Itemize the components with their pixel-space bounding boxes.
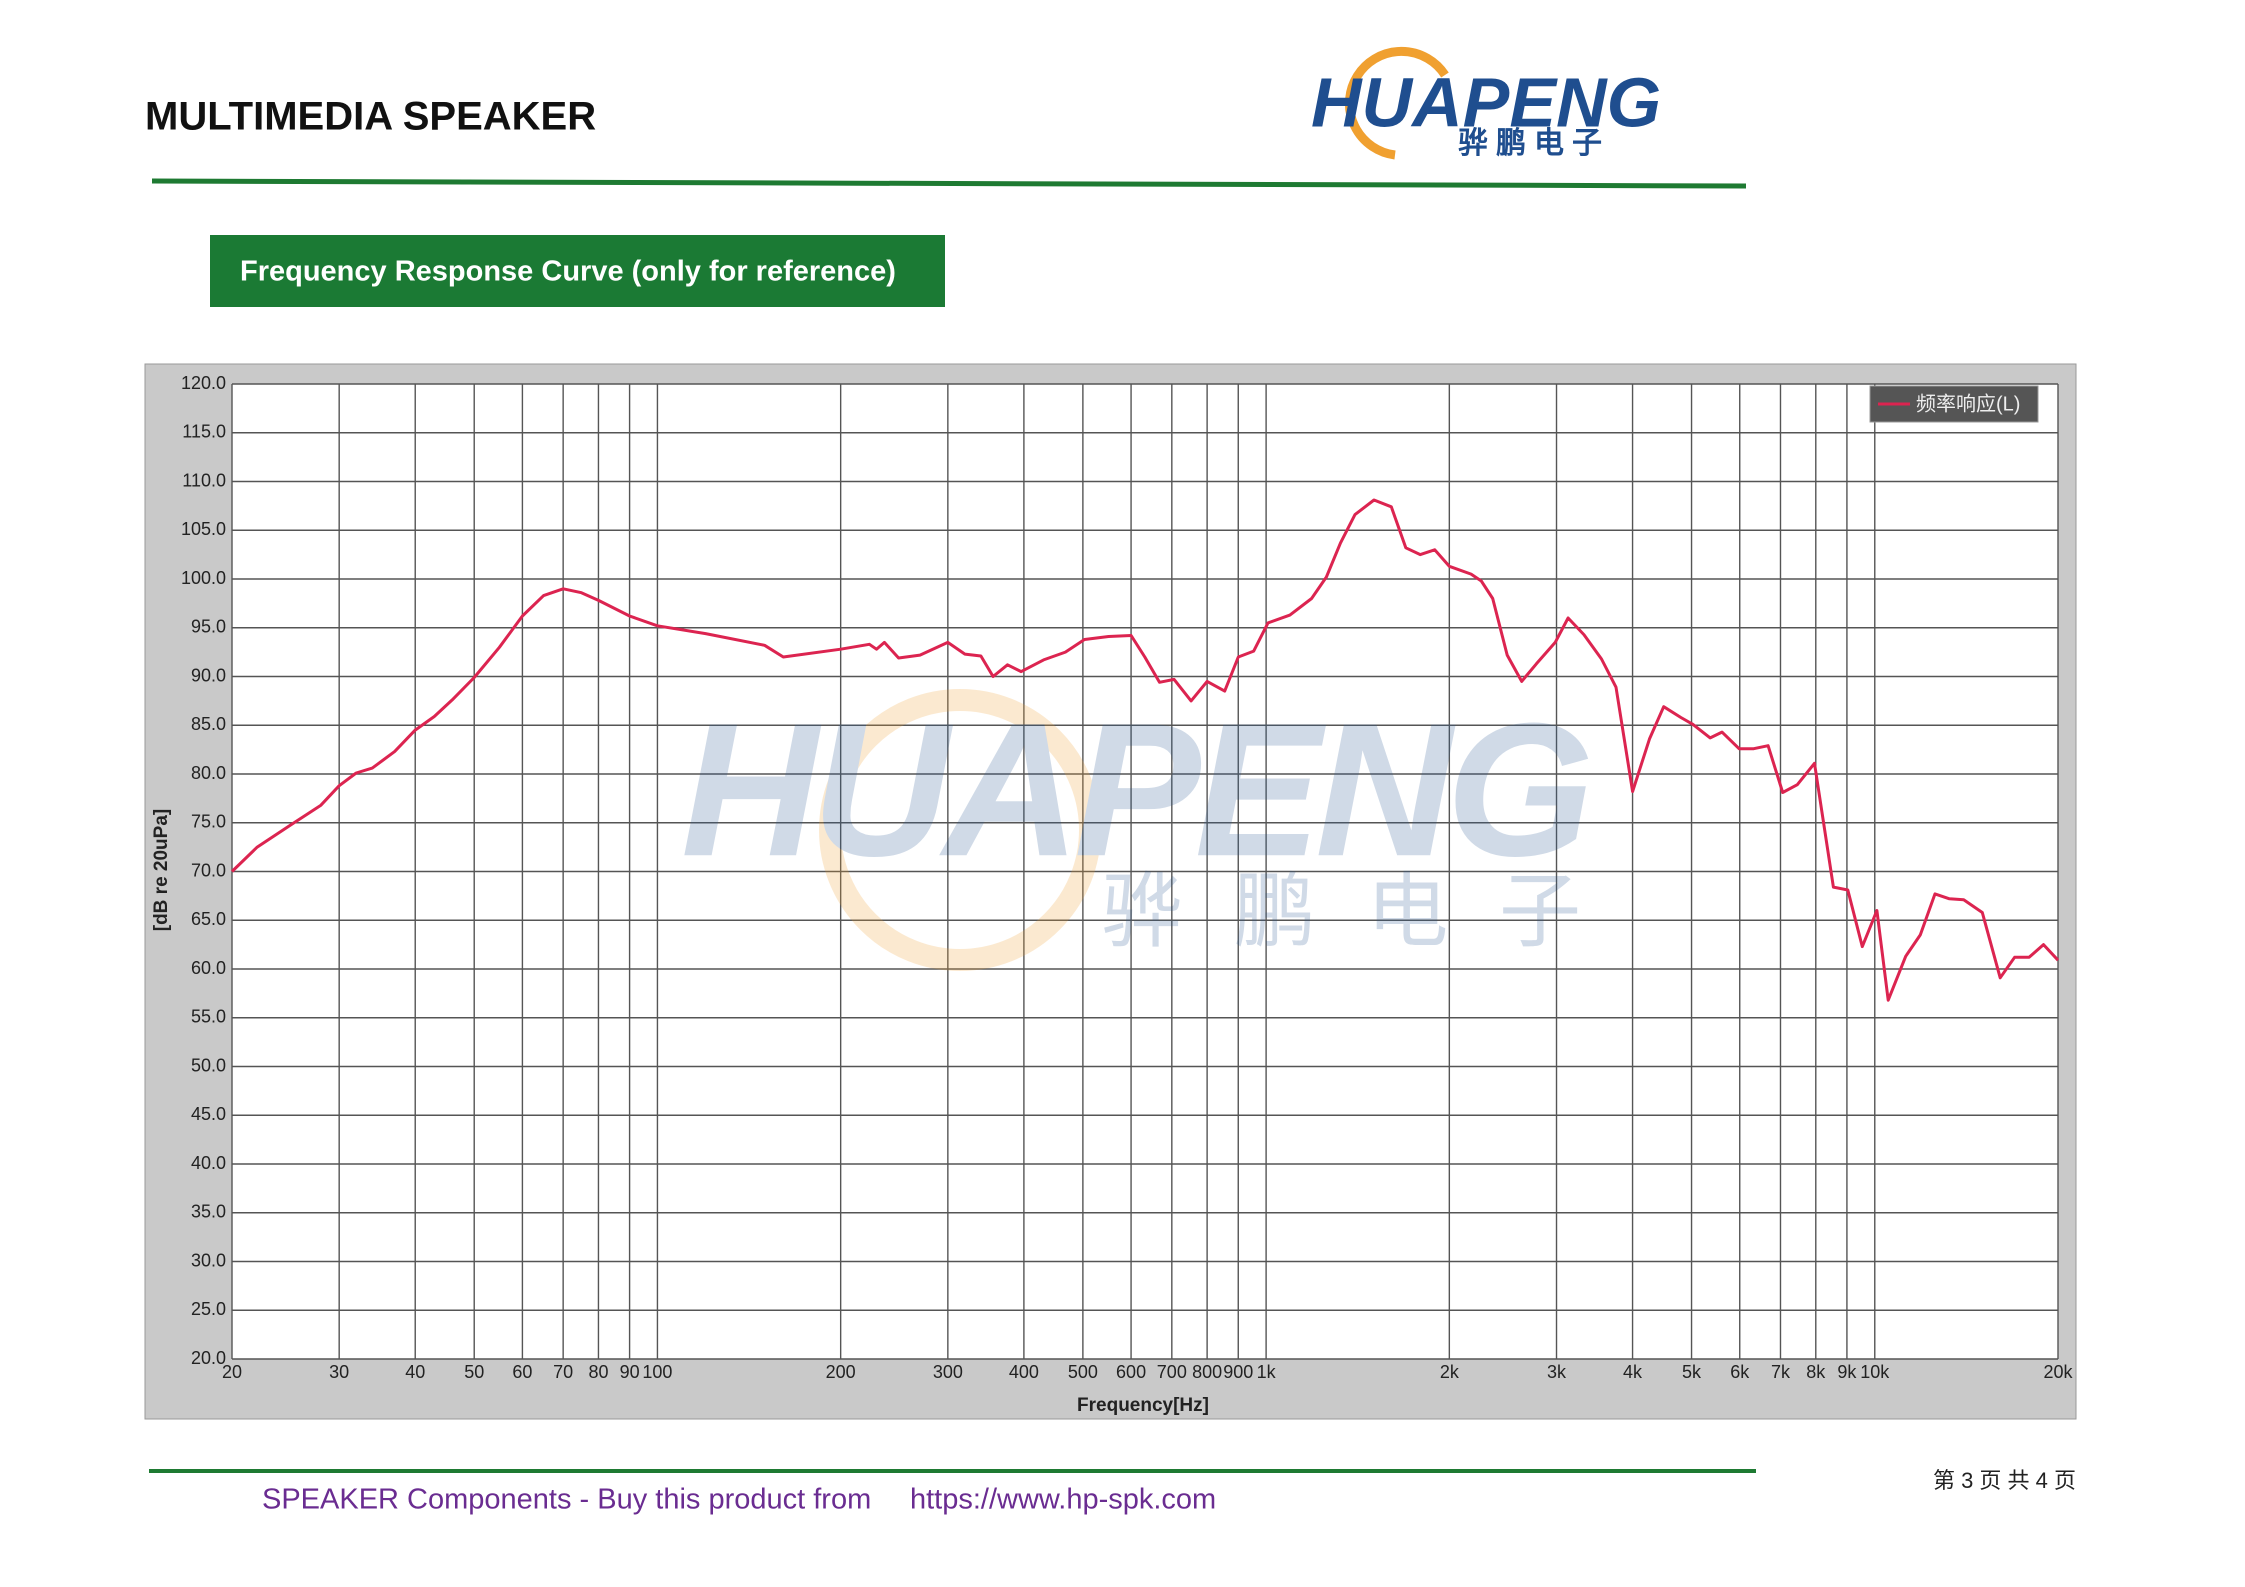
logo-arc xyxy=(1344,46,1449,160)
x-tick-label: 6k xyxy=(1730,1362,1750,1382)
y-tick-label: 120.0 xyxy=(181,373,226,393)
section-banner xyxy=(210,235,945,307)
x-tick-label: 500 xyxy=(1068,1362,1098,1382)
y-tick-label: 70.0 xyxy=(191,860,226,880)
legend: 频率响应(L) xyxy=(1869,385,2039,423)
x-tick-label: 5k xyxy=(1682,1362,1702,1382)
x-tick-label: 20 xyxy=(222,1362,242,1382)
watermark-arc xyxy=(819,689,1101,971)
x-tick-label: 900 xyxy=(1223,1362,1253,1382)
footer-link[interactable]: https://www.hp-spk.com xyxy=(910,1484,1216,1516)
x-tick-label: 200 xyxy=(826,1362,856,1382)
header-rule xyxy=(151,178,1747,189)
x-tick-label: 40 xyxy=(405,1362,425,1382)
x-tick-label: 60 xyxy=(512,1362,532,1382)
section-title: Frequency Response Curve (only for refer… xyxy=(240,256,896,288)
x-tick-label: 1k xyxy=(1257,1362,1277,1382)
y-tick-label: 35.0 xyxy=(191,1202,226,1222)
y-tick-label: 85.0 xyxy=(191,714,226,734)
x-tick-label: 70 xyxy=(553,1362,573,1382)
watermark-text: HUAPENG xyxy=(681,684,1594,896)
x-tick-label: 80 xyxy=(588,1362,608,1382)
x-tick-label: 2k xyxy=(1440,1362,1460,1382)
x-tick-label: 10k xyxy=(1860,1362,1890,1382)
x-tick-label: 9k xyxy=(1837,1362,1857,1382)
x-tick-label: 700 xyxy=(1157,1362,1187,1382)
plot-content xyxy=(230,498,2060,1002)
y-tick-label: 30.0 xyxy=(191,1250,226,1270)
y-tick-label: 60.0 xyxy=(191,958,226,978)
x-axis-label: Frequency[Hz] xyxy=(1077,1395,1209,1416)
x-tick-label: 800 xyxy=(1192,1362,1222,1382)
y-tick-label: 90.0 xyxy=(191,665,226,685)
y-tick-label: 115.0 xyxy=(182,422,226,442)
y-tick-label: 95.0 xyxy=(191,617,226,637)
grid xyxy=(231,383,2059,1360)
y-tick-label: 65.0 xyxy=(191,909,226,929)
logo-subtext: 骅鹏电子 xyxy=(1458,126,1610,160)
y-tick-label: 80.0 xyxy=(191,763,226,783)
y-tick-label: 105.0 xyxy=(181,519,226,539)
x-tick-label: 4k xyxy=(1623,1362,1643,1382)
x-tick-label: 3k xyxy=(1547,1362,1567,1382)
y-axis-label: [dB re 20uPa] xyxy=(151,809,172,931)
x-tick-label: 300 xyxy=(933,1362,963,1382)
y-tick-label: 100.0 xyxy=(181,568,226,588)
y-tick-label: 110.0 xyxy=(182,470,226,490)
legend-label: 频率响应(L) xyxy=(1916,392,2020,415)
x-tick-label: 8k xyxy=(1806,1362,1826,1382)
y-tick-label: 45.0 xyxy=(191,1104,226,1124)
y-tick-label: 50.0 xyxy=(191,1055,226,1075)
y-tick-label: 75.0 xyxy=(191,812,226,832)
x-tick-label: 100 xyxy=(642,1362,672,1382)
x-tick-label: 50 xyxy=(464,1362,484,1382)
x-tick-label: 600 xyxy=(1116,1362,1146,1382)
x-tick-label: 400 xyxy=(1009,1362,1039,1382)
page-number: 第 3 页 共 4 页 xyxy=(1933,1468,2076,1493)
x-tick-label: 20k xyxy=(2043,1362,2073,1382)
y-tick-label: 25.0 xyxy=(191,1299,226,1319)
header-title: MULTIMEDIA SPEAKER xyxy=(145,95,596,139)
y-tick-label: 20.0 xyxy=(191,1348,226,1368)
footer-text: SPEAKER Components - Buy this product fr… xyxy=(262,1484,871,1516)
y-tick-label: 40.0 xyxy=(191,1153,226,1173)
x-tick-label: 90 xyxy=(620,1362,640,1382)
x-tick-label: 30 xyxy=(329,1362,349,1382)
logo-text: HUAPENG xyxy=(1311,63,1661,141)
watermark: HUAPENG 骅鹏电子 xyxy=(681,684,1594,971)
y-tick-label: 55.0 xyxy=(191,1007,226,1027)
x-tick-label: 7k xyxy=(1771,1362,1791,1382)
data-line xyxy=(230,498,2060,1002)
